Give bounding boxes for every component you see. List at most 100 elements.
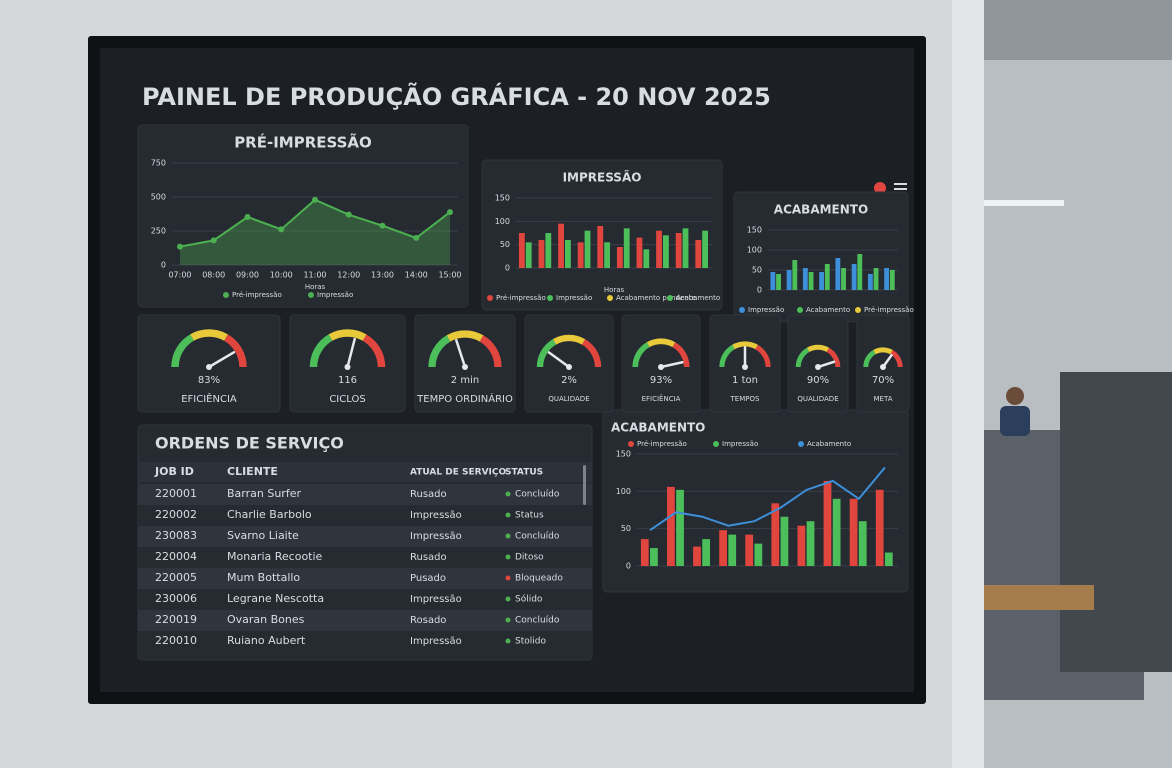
bar: [675, 233, 682, 268]
legend-label: Pré-impressão: [864, 306, 914, 314]
table-title: ORDENS DE SERVIÇO: [155, 434, 344, 453]
legend-swatch: [308, 292, 314, 298]
bar: [616, 247, 623, 268]
status-cell: Status: [515, 511, 544, 521]
table-cell: Legrane Nescotta: [227, 592, 324, 605]
bar: [643, 249, 650, 268]
y-tick-label: 100: [616, 487, 631, 496]
bar: [889, 270, 895, 290]
x-tick-label: 15:00: [438, 271, 461, 280]
legend-label: Acabamento: [807, 440, 851, 448]
table-header: [138, 462, 592, 482]
legend-label: Acabamento: [806, 306, 850, 314]
gauge-value: 90%: [807, 375, 829, 386]
gauge-arc: [428, 335, 451, 368]
bar: [754, 543, 763, 566]
gauge-arc: [646, 338, 676, 348]
bar: [682, 228, 689, 268]
bar: [858, 521, 867, 566]
bar: [577, 242, 584, 268]
status-cell: Concluído: [515, 532, 560, 542]
table-cell: 220002: [155, 508, 197, 521]
gauge-label: QUALIDADE: [548, 395, 589, 403]
table-row: [138, 589, 592, 610]
panel: [856, 314, 910, 413]
y-tick-label: 250: [151, 227, 166, 236]
bar: [719, 530, 727, 566]
line: [649, 466, 886, 531]
bar: [857, 254, 863, 290]
panel: [621, 314, 701, 413]
table-row: [138, 505, 592, 526]
gauge-needle: [659, 360, 684, 369]
pallet: [984, 585, 1094, 610]
gauge-arc: [826, 347, 841, 368]
point: [244, 213, 251, 220]
gauge-label: TEMPOS: [730, 395, 760, 403]
gauge-arc: [171, 334, 195, 368]
y-tick-label: 0: [626, 562, 631, 571]
bar: [545, 233, 552, 268]
worker: [1000, 406, 1030, 436]
status-dot: [505, 491, 511, 497]
gauge-hub: [815, 364, 821, 370]
bar: [823, 480, 832, 566]
gauge-arc: [362, 334, 386, 368]
gauge-arc: [890, 349, 903, 368]
menu-icon[interactable]: [894, 183, 907, 185]
point: [345, 211, 352, 218]
bar: [797, 525, 806, 566]
dashboard-title: PAINEL DE PRODUÇÃO GRÁFICA - 20 NOV 2025: [142, 82, 771, 111]
bar: [792, 260, 798, 290]
gauge-hub: [742, 364, 748, 370]
panel: [524, 314, 614, 413]
status-dot: [505, 596, 511, 602]
x-tick-label: 12:00: [337, 271, 360, 280]
bar: [851, 264, 857, 290]
worker: [1006, 387, 1024, 405]
table-row: [138, 631, 592, 652]
menu-icon[interactable]: [894, 188, 907, 190]
gauge-value: 2 min: [451, 375, 479, 386]
table-cell: 220010: [155, 634, 197, 647]
point: [312, 196, 318, 203]
table-row: [138, 610, 592, 631]
x-tick-label: 08:00: [202, 271, 225, 280]
legend-swatch: [628, 441, 634, 447]
gauge-label: QUALIDADE: [797, 395, 838, 403]
table-cell: Ovaran Bones: [227, 613, 305, 626]
scrollbar[interactable]: [583, 465, 586, 505]
gauge-arc: [806, 344, 830, 353]
column-header: JOB ID: [154, 465, 194, 478]
bar: [663, 235, 669, 268]
gauge-arc: [309, 334, 333, 368]
x-tick-label: 14:00: [405, 271, 428, 280]
status-cell: Stolido: [515, 637, 546, 647]
y-tick-label: 100: [495, 217, 510, 226]
bar: [806, 521, 815, 566]
gauge-needle: [207, 351, 236, 369]
bar: [824, 264, 830, 290]
gauge-label: META: [874, 395, 893, 403]
legend-swatch: [797, 307, 803, 313]
table-cell: Barran Surfer: [227, 487, 301, 500]
gauge-needle: [547, 351, 571, 369]
y-tick-label: 750: [151, 159, 166, 168]
gauge-arc: [581, 339, 602, 368]
bar: [693, 546, 701, 566]
column-header: CLIENTE: [227, 465, 278, 478]
x-tick-label: 10:00: [270, 271, 293, 280]
table-row: [138, 526, 592, 547]
table-cell: Impressão: [410, 594, 462, 605]
alert-icon[interactable]: [874, 182, 886, 194]
bar: [584, 230, 591, 268]
bar: [650, 548, 658, 566]
status-cell: Concluído: [515, 490, 560, 500]
legend-swatch: [667, 295, 673, 301]
y-tick-label: 0: [161, 261, 166, 270]
table-cell: 230006: [155, 592, 197, 605]
gauge-label: EFICIÊNCIA: [642, 394, 681, 403]
bar: [667, 486, 675, 566]
bar: [780, 516, 789, 566]
